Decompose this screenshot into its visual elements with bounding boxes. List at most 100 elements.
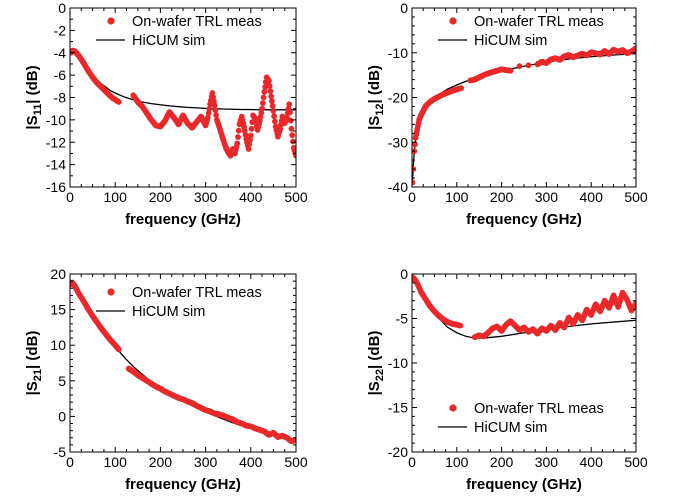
data-point	[293, 436, 296, 443]
data-point	[212, 107, 219, 114]
x-tick-label: 300	[535, 454, 559, 470]
x-tick-label: 200	[149, 189, 173, 205]
data-point	[270, 108, 277, 114]
x-tick-label: 200	[490, 189, 514, 205]
y-tick-label: -14	[46, 157, 66, 173]
x-tick-label: 500	[624, 454, 648, 470]
legend-marker-meas	[449, 17, 457, 25]
data-point	[246, 141, 253, 148]
series-line-hicum	[412, 53, 636, 183]
y-tick-label: -20	[388, 90, 408, 106]
y-tick-label: -8	[54, 90, 67, 106]
y-tick-label: -2	[54, 22, 67, 38]
data-point	[290, 138, 296, 145]
data-point	[234, 140, 241, 147]
x-tick-label: 300	[194, 189, 218, 205]
x-tick-label: 200	[490, 454, 514, 470]
data-point	[235, 127, 242, 134]
legend: On-wafer TRL meas HiCUM sim	[438, 401, 604, 436]
x-tick-label: 500	[284, 189, 308, 205]
data-point	[266, 83, 273, 89]
plot-area	[70, 47, 296, 159]
data-point	[633, 45, 636, 52]
data-point	[293, 152, 296, 159]
x-tick-label: 400	[580, 454, 604, 470]
y-tick-label: -15	[388, 400, 408, 416]
data-point	[507, 67, 514, 74]
data-point	[458, 85, 465, 92]
data-point	[633, 300, 636, 307]
data-point	[211, 102, 218, 109]
legend-marker-meas	[449, 404, 457, 412]
data-point	[259, 100, 266, 106]
y-tick-label: -20	[388, 444, 408, 460]
x-axis-label: frequency (GHz)	[125, 476, 241, 493]
y-tick-label: 0	[400, 266, 408, 282]
x-tick-label: 400	[580, 189, 604, 205]
x-tick-label: 500	[624, 189, 648, 205]
data-point	[213, 112, 220, 118]
y-tick-label: -10	[388, 355, 408, 371]
x-tick-label: 400	[239, 189, 263, 205]
y-tick-label: -6	[54, 67, 67, 83]
data-point	[412, 179, 416, 186]
legend: On-wafer TRL meas HiCUM sim	[438, 14, 604, 49]
data-point	[204, 114, 211, 121]
y-tick-label: 0	[58, 0, 66, 16]
y-tick-label: -12	[46, 134, 66, 150]
legend-marker-meas	[107, 17, 115, 25]
chart-s22: 0 100 200 300 400 500 -20 -15 -10 -5 0 frequency (G…	[366, 266, 648, 493]
y-tick-label: 0	[400, 0, 408, 16]
y-tick-label: -10	[46, 112, 66, 128]
data-point	[265, 77, 272, 84]
data-point	[269, 103, 276, 109]
legend-label: HiCUM sim	[474, 33, 547, 49]
data-point	[457, 322, 464, 329]
data-point	[412, 141, 418, 148]
data-point	[272, 118, 278, 125]
legend-label: HiCUM sim	[132, 304, 205, 320]
data-point	[268, 93, 275, 100]
data-point	[235, 134, 241, 140]
x-tick-label: 0	[66, 189, 74, 205]
y-tick-label: 0	[58, 408, 66, 424]
x-tick-label: 0	[408, 189, 416, 205]
y-tick-label: -5	[396, 311, 409, 327]
y-tick-label: 15	[50, 302, 66, 318]
x-axis-label: frequency (GHz)	[125, 211, 241, 228]
data-point	[260, 94, 267, 101]
x-axis-label: frequency (GHz)	[466, 211, 582, 228]
x-tick-label: 300	[535, 189, 559, 205]
data-point	[271, 113, 278, 120]
y-axis-label: |S11| (dB)	[24, 65, 44, 129]
data-point	[288, 125, 295, 132]
legend-marker-meas	[107, 288, 115, 296]
data-point	[289, 132, 296, 139]
y-axis-label: |S22| (dB)	[366, 331, 386, 396]
data-point	[247, 132, 254, 139]
data-point	[262, 84, 269, 90]
y-tick-label: -40	[388, 179, 408, 195]
legend-label: On-wafer TRL meas	[474, 401, 604, 417]
y-tick-label: 5	[58, 373, 66, 389]
plot-area	[412, 274, 636, 341]
data-point	[206, 105, 213, 112]
data-point	[247, 137, 253, 143]
y-tick-label: 10	[50, 337, 66, 353]
data-point	[261, 89, 268, 95]
chart-s11: 0 100 200 300 400 500 -16 -14 -12 -10 -8 -6 -4 -2 0 fre…	[24, 0, 308, 228]
data-point	[516, 63, 523, 70]
x-tick-label: 100	[445, 189, 469, 205]
data-point	[267, 88, 274, 95]
y-tick-label: -16	[46, 179, 66, 195]
legend-label: On-wafer TRL meas	[132, 285, 262, 301]
data-point	[245, 146, 252, 152]
y-tick-label: 20	[50, 266, 66, 282]
legend: On-wafer TRL meas HiCUM sim	[96, 285, 262, 320]
x-tick-label: 500	[284, 454, 308, 470]
data-point	[115, 346, 122, 353]
legend-label: HiCUM sim	[474, 420, 547, 436]
data-point	[248, 125, 255, 132]
y-tick-label: -30	[388, 134, 408, 150]
x-tick-label: 200	[149, 454, 173, 470]
